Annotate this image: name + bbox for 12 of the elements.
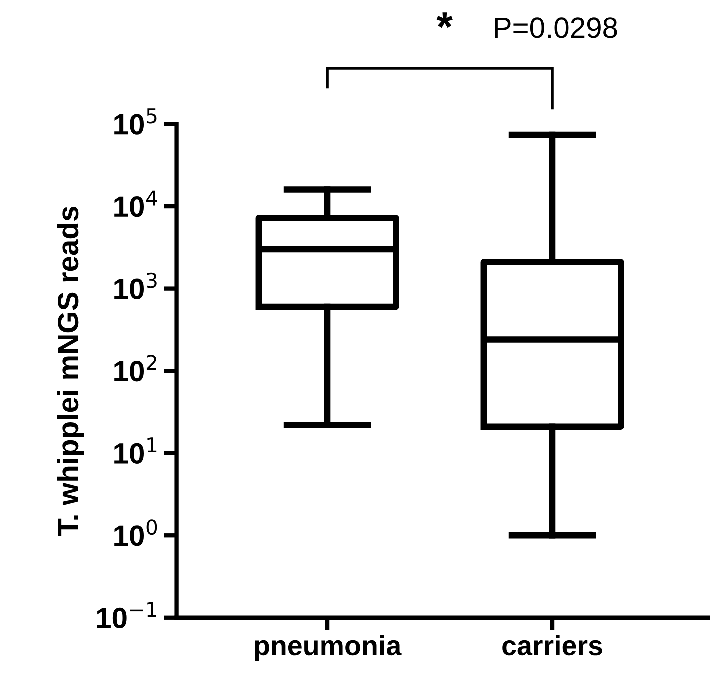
text: * <box>436 12 453 28</box>
y-tick-label: 10$^{3}$ <box>114 272 157 300</box>
y-tick-label: 10$^{5}$ <box>114 108 157 135</box>
y-tick-label: 10$^{1}$ <box>114 438 157 464</box>
y-tick-label: 10$^{4}$ <box>114 190 158 218</box>
y-tick-label: 10$^{0}$ <box>114 520 158 546</box>
text: P=0.0298 <box>495 18 618 38</box>
x-tick-label: pneumonia <box>255 635 402 662</box>
y-tick-label: 10$^{2}$ <box>114 355 156 382</box>
y-axis-title: T. whipplei mNGS reads <box>57 206 84 536</box>
y-tick-label: 10$^{−1}$ <box>97 602 156 629</box>
x-tick-label: carriers <box>502 635 602 656</box>
